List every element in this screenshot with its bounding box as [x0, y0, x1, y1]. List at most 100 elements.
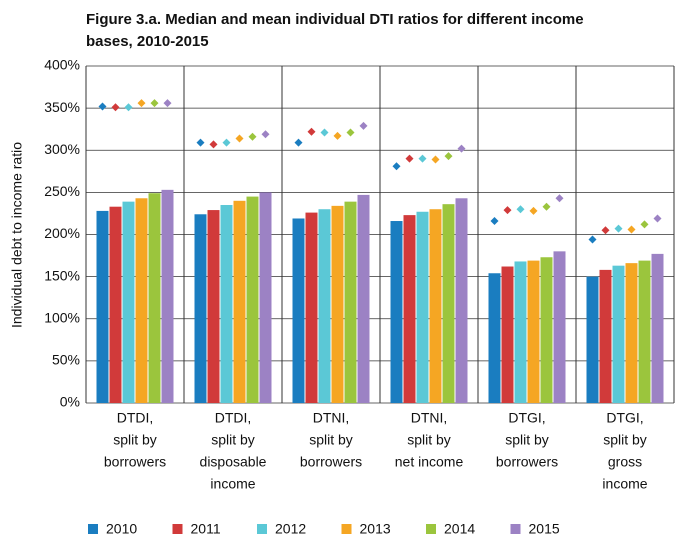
- mean-marker: [542, 202, 551, 211]
- bar: [553, 251, 566, 403]
- mean-marker: [490, 217, 499, 226]
- bar: [344, 201, 357, 403]
- mean-marker: [601, 226, 610, 235]
- bar: [429, 209, 442, 403]
- legend-swatch: [510, 524, 521, 534]
- bar: [442, 204, 455, 403]
- mean-marker: [405, 154, 414, 163]
- bar: [488, 273, 501, 403]
- bar: [259, 192, 272, 403]
- mean-marker: [222, 138, 231, 147]
- y-tick-label: 300%: [44, 141, 80, 157]
- legend-label: 2013: [360, 521, 391, 537]
- y-tick-label: 250%: [44, 183, 80, 199]
- legend-label: 2014: [444, 521, 475, 537]
- bar: [135, 198, 148, 403]
- x-tick-label: borrowers: [104, 454, 166, 470]
- mean-marker: [196, 138, 205, 147]
- bar: [96, 210, 109, 403]
- mean-marker: [516, 205, 525, 214]
- bar: [207, 210, 220, 403]
- x-tick-label: split by: [505, 432, 549, 448]
- bar: [220, 205, 233, 403]
- bar: [586, 276, 599, 403]
- mean-marker: [98, 102, 107, 111]
- mean-marker: [653, 214, 662, 223]
- bar: [403, 215, 416, 403]
- bar: [514, 261, 527, 403]
- legend-swatch: [172, 524, 183, 534]
- mean-marker: [359, 121, 368, 130]
- chart-title: bases, 2010-2015: [86, 33, 209, 50]
- mean-marker: [111, 103, 120, 112]
- bar: [527, 260, 540, 403]
- mean-marker: [209, 140, 218, 149]
- bar: [233, 200, 246, 403]
- bar: [599, 269, 612, 403]
- bar: [455, 198, 468, 403]
- y-tick-label: 150%: [44, 267, 80, 283]
- mean-marker: [124, 103, 133, 112]
- bar: [612, 265, 625, 403]
- bar: [292, 218, 305, 403]
- mean-marker: [392, 162, 401, 171]
- legend-swatch: [257, 524, 267, 534]
- legend-label: 2012: [275, 521, 306, 537]
- y-tick-label: 50%: [52, 352, 80, 368]
- x-tick-label: split by: [407, 432, 451, 448]
- legend-label: 2010: [106, 521, 137, 537]
- bar: [109, 206, 122, 403]
- mean-marker: [248, 132, 257, 141]
- mean-marker: [614, 224, 623, 233]
- mean-marker: [261, 130, 270, 139]
- mean-marker: [627, 225, 636, 234]
- bar: [416, 211, 429, 403]
- mean-marker: [346, 128, 355, 137]
- bar: [357, 194, 370, 403]
- y-tick-label: 400%: [44, 57, 80, 73]
- x-tick-label: split by: [309, 432, 353, 448]
- bar: [318, 209, 331, 403]
- mean-marker: [431, 155, 440, 164]
- bar: [194, 214, 207, 403]
- bar: [540, 257, 553, 403]
- chart-title: Figure 3.a. Median and mean individual D…: [86, 11, 584, 28]
- bar: [638, 260, 651, 403]
- mean-marker: [235, 134, 244, 143]
- y-tick-label: 0%: [60, 394, 80, 410]
- x-tick-label: borrowers: [496, 454, 558, 470]
- x-tick-label: split by: [113, 432, 157, 448]
- x-tick-label: DTDI,: [215, 410, 252, 426]
- mean-marker: [457, 144, 466, 153]
- x-tick-label: DTNI,: [313, 410, 350, 426]
- x-tick-label: net income: [395, 454, 464, 470]
- bar: [501, 266, 514, 403]
- y-tick-label: 350%: [44, 99, 80, 115]
- mean-marker: [163, 99, 172, 108]
- mean-marker: [294, 138, 303, 147]
- bar: [390, 221, 403, 403]
- bar: [651, 253, 664, 403]
- x-tick-label: income: [602, 476, 647, 492]
- bar: [625, 263, 638, 403]
- mean-marker: [418, 154, 427, 163]
- mean-marker: [320, 128, 329, 137]
- x-tick-label: DTGI,: [508, 410, 545, 426]
- legend-swatch: [426, 524, 436, 534]
- mean-marker: [640, 220, 649, 229]
- mean-marker: [137, 99, 146, 108]
- mean-marker: [150, 99, 159, 108]
- bar: [305, 212, 318, 403]
- x-tick-label: DTGI,: [606, 410, 643, 426]
- x-tick-label: borrowers: [300, 454, 362, 470]
- mean-marker: [307, 127, 316, 136]
- x-tick-label: gross: [608, 454, 642, 470]
- y-tick-label: 100%: [44, 309, 80, 325]
- mean-marker: [555, 194, 564, 203]
- x-tick-label: DTDI,: [117, 410, 154, 426]
- legend-label: 2015: [529, 521, 560, 537]
- mean-marker: [444, 152, 453, 161]
- bar: [148, 193, 161, 403]
- legend-swatch: [88, 524, 98, 534]
